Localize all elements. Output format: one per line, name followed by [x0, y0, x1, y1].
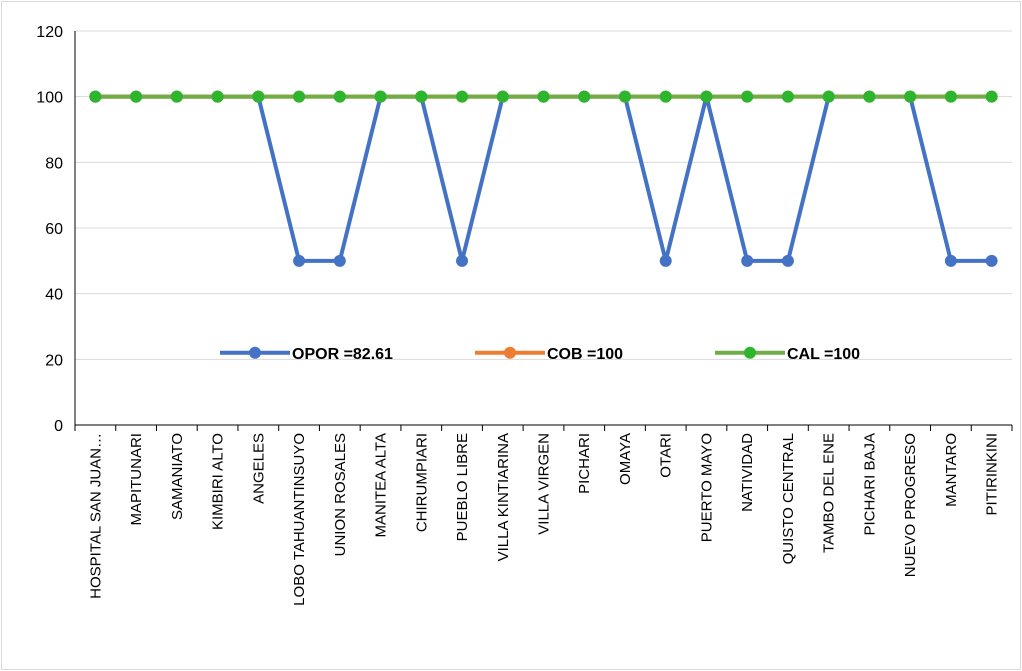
data-point: [333, 254, 346, 267]
data-point: [211, 90, 224, 103]
x-tick-label: ANGELES: [250, 433, 267, 504]
x-tick-label: PUERTO MAYO: [698, 433, 715, 542]
y-tick-label: 0: [54, 418, 63, 435]
x-tick-labels: HOSPITAL SAN JUAN… MAPITUNARI SAMANIATO KIM…: [87, 433, 1000, 606]
data-point: [456, 254, 469, 267]
data-point: [252, 90, 265, 103]
x-tick-label: NUEVO PROGRESO: [902, 433, 919, 577]
series-3: [89, 90, 998, 103]
series-group: [89, 90, 998, 267]
x-tick-label: UNION ROSALES: [332, 433, 349, 556]
legend-entry: CAL =100: [715, 346, 860, 363]
x-tick-label: PUEBLO LIBRE: [454, 433, 471, 541]
legend-marker: [744, 346, 756, 359]
data-point: [659, 90, 672, 103]
data-point: [822, 90, 835, 103]
x-tick-label: NATIVIDAD: [739, 433, 756, 512]
legend-label: COB =100: [547, 346, 623, 363]
legend-marker: [249, 346, 261, 359]
data-point: [578, 90, 591, 103]
data-point: [741, 254, 754, 267]
data-point: [985, 90, 998, 103]
data-point: [333, 90, 346, 103]
data-point: [781, 90, 794, 103]
data-point: [415, 90, 428, 103]
x-tick-label: LOBO TAHUANTINSUYO: [291, 433, 308, 606]
data-point: [700, 90, 713, 103]
x-tick-label: QUISTO CENTRAL: [780, 433, 797, 564]
y-tick-label: 120: [36, 24, 63, 41]
data-point: [170, 90, 183, 103]
data-point: [944, 90, 957, 103]
legend: OPOR =82.61 COB =100 CAL =100: [220, 346, 860, 363]
y-tick-labels: 0 20 40 60 80 100 120: [36, 24, 63, 435]
legend-entry: COB =100: [475, 346, 623, 363]
y-tick-label: 60: [45, 221, 63, 238]
x-tick-label: TAMBO DEL ENE: [821, 433, 838, 553]
data-point: [659, 254, 672, 267]
data-point: [130, 90, 143, 103]
y-tick-label: 40: [45, 287, 63, 304]
x-tick-label: HOSPITAL SAN JUAN…: [87, 433, 104, 599]
legend-label: OPOR =82.61: [292, 346, 393, 363]
legend-entry: OPOR =82.61: [220, 346, 393, 363]
x-tick-label: VILLA VIRGEN: [536, 433, 553, 535]
data-point: [618, 90, 631, 103]
x-tick-label: PITIRINKINI: [984, 433, 1001, 516]
x-tick-label: MANITEA ALTA: [373, 433, 390, 537]
legend-label: CAL =100: [787, 346, 860, 363]
y-tick-label: 20: [45, 352, 63, 369]
data-point: [863, 90, 876, 103]
data-point: [985, 254, 998, 267]
data-point: [944, 254, 957, 267]
data-point: [537, 90, 550, 103]
y-tick-label: 100: [36, 90, 63, 107]
data-point: [374, 90, 387, 103]
x-tick-label: KIMBIRI ALTO: [210, 433, 227, 530]
x-tick-label: CHIRUMPIARI: [413, 433, 430, 532]
x-tick-label: PICHARI: [576, 433, 593, 494]
data-point: [904, 90, 917, 103]
data-point: [293, 254, 306, 267]
data-point: [89, 90, 102, 103]
data-point: [781, 254, 794, 267]
x-tick-label: MAPITUNARI: [128, 433, 145, 526]
y-tick-label: 80: [45, 155, 63, 172]
data-point: [741, 90, 754, 103]
data-point: [496, 90, 509, 103]
x-tick-label: MANTARO: [943, 433, 960, 507]
legend-marker: [504, 346, 516, 359]
x-tick-label: PICHARI BAJA: [861, 433, 878, 536]
data-point: [293, 90, 306, 103]
x-tick-label: OMAYA: [617, 433, 634, 485]
x-tick-label: SAMANIATO: [169, 433, 186, 520]
x-tick-label: VILLA KINTIARINA: [495, 433, 512, 561]
data-point: [456, 90, 469, 103]
x-tick-label: OTARI: [658, 433, 675, 478]
axes: [74, 31, 1013, 431]
